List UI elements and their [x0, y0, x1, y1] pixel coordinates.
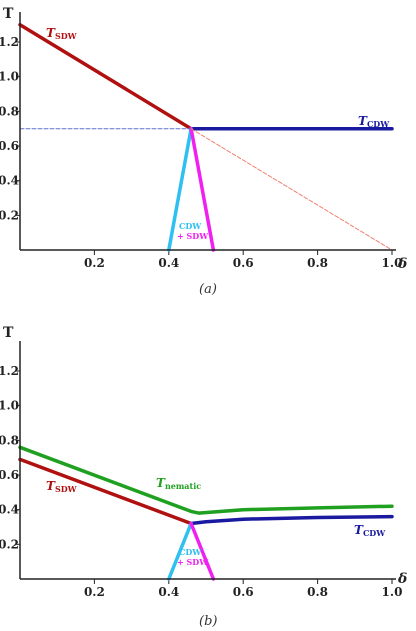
region-label-cdw-a: CDW: [179, 221, 202, 231]
series-t-sdw: [18, 457, 193, 526]
series-line-4: [189, 521, 216, 581]
series-label-sdw-b: TSDW: [46, 479, 78, 494]
y-tick-label: 0.2: [0, 208, 19, 222]
x-axis-label-b: δ: [397, 571, 407, 587]
panel-a: T δ 0.2 0.4 0.6 0.8 1.0 0.2 0.4 0.6 0.8 1.0 1.2 TS…: [0, 6, 407, 297]
panel-b: T δ 0.2 0.4 0.6 0.8 1.0 0.2 0.4 0.6 0.8 1.0 1.2 Tn…: [0, 325, 407, 629]
series-t-cdw: [189, 514, 394, 526]
series-layer-b: [18, 445, 394, 581]
series-label-nematic-b: Tnematic: [156, 476, 201, 491]
x-tick-label: 0.8: [307, 256, 328, 270]
tick-layer-a: 0.2 0.4 0.6 0.8 1.0 0.2 0.4 0.6 0.8 1.0 1.2: [0, 35, 402, 270]
x-tick-label: 1.0: [382, 585, 403, 599]
x-axis-label-a: δ: [397, 256, 407, 272]
x-tick-label: 0.4: [158, 256, 179, 270]
x-tick-label: 1.0: [382, 256, 403, 270]
y-tick-label: 0.6: [0, 468, 19, 482]
series-t-nematic: [18, 445, 394, 515]
x-tick-label: 0.8: [307, 585, 328, 599]
region-label-sdw-a: + SDW: [177, 231, 209, 241]
y-tick-label: 0.2: [0, 537, 19, 551]
y-tick-label: 0.8: [0, 433, 19, 447]
series-layer-a: [18, 22, 394, 252]
region-label-cdw-b: CDW: [179, 547, 202, 557]
y-tick-label: 1.2: [0, 364, 19, 378]
y-tick-label: 0.4: [0, 503, 19, 517]
y-axis-label-a: T: [3, 6, 14, 22]
series-label-cdw-a: TCDW: [358, 114, 390, 129]
tick-layer-b: 0.2 0.4 0.6 0.8 1.0 0.2 0.4 0.6 0.8 1.0 1.2: [0, 364, 402, 599]
x-tick-label: 0.4: [158, 585, 179, 599]
panel-caption-b: (b): [199, 614, 217, 629]
series-line-2: [167, 126, 193, 252]
x-tick-label: 0.2: [84, 585, 105, 599]
y-tick-label: 1.2: [0, 35, 19, 49]
series-label-sdw-a: TSDW: [46, 26, 78, 41]
y-tick-label: 0.8: [0, 104, 19, 118]
series-line-5: [190, 128, 393, 251]
y-tick-label: 1.0: [0, 399, 19, 413]
y-axis-label-b: T: [3, 325, 14, 341]
x-tick-label: 0.6: [233, 585, 254, 599]
series-line-3: [189, 126, 216, 252]
series-t-sdw: [18, 22, 193, 131]
y-tick-label: 0.6: [0, 139, 19, 153]
region-label-sdw-b: + SDW: [177, 557, 209, 567]
series-label-cdw-b: TCDW: [354, 523, 386, 538]
panel-caption-a: (a): [199, 282, 217, 297]
y-tick-label: 1.0: [0, 70, 19, 84]
x-tick-label: 0.2: [84, 256, 105, 270]
series-line-3: [167, 521, 193, 581]
y-tick-label: 0.4: [0, 174, 19, 188]
x-tick-label: 0.6: [233, 256, 254, 270]
